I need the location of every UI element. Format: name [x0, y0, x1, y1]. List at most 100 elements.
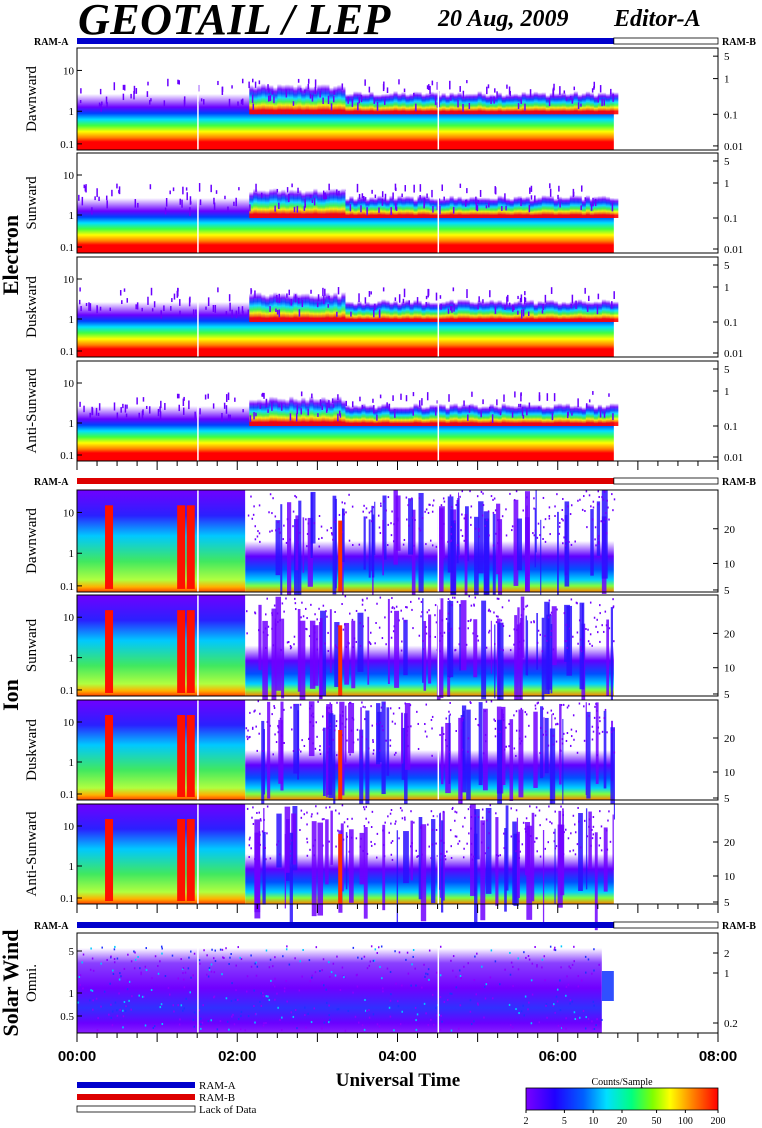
spectrogram-cell — [401, 188, 407, 218]
spectrogram-cell — [565, 623, 568, 626]
spectrogram-cell — [447, 612, 450, 615]
spectrogram-cell — [561, 1027, 563, 1030]
spectrogram-cell — [569, 186, 575, 218]
spectrogram-cell — [523, 1014, 525, 1017]
spectrogram-cell — [518, 729, 521, 732]
spectrogram-cell — [277, 731, 280, 734]
y2-tick-label: 0.1 — [724, 421, 738, 433]
spectrogram-cell — [566, 706, 569, 709]
spectrogram-cell — [549, 290, 555, 322]
spectrogram-cell — [365, 710, 370, 810]
spectrogram-cell — [593, 1004, 595, 1007]
spectrogram-cell — [469, 293, 475, 322]
spectrogram-cell — [231, 309, 233, 318]
spectrogram-cell — [400, 649, 403, 652]
spectrogram-cell — [593, 81, 596, 89]
spectrogram-cell — [577, 985, 580, 988]
spectrogram-cell — [333, 280, 338, 322]
spectrogram-cell — [591, 972, 593, 975]
spectrogram-cell — [385, 85, 390, 115]
spectrogram-cell — [230, 1000, 233, 1003]
spectrogram-cell — [334, 729, 336, 732]
spectrogram-cell — [304, 89, 306, 93]
spectrogram-cell — [249, 836, 251, 839]
spectrogram-cell — [292, 525, 294, 528]
spectrogram-cell — [300, 616, 302, 619]
spectrogram-cell — [439, 733, 441, 736]
spectrogram-cell — [465, 290, 471, 322]
spectrogram-cell — [389, 707, 392, 710]
spectrogram-cell — [593, 293, 599, 322]
spectrogram-cell — [309, 180, 314, 218]
spectrogram-cell — [317, 822, 324, 916]
spectrogram-cell — [597, 293, 603, 322]
spectrogram-cell — [345, 191, 350, 218]
spectrogram-cell — [585, 1016, 587, 1019]
spectrogram-cell — [462, 856, 465, 859]
spectrogram-cell — [554, 505, 556, 508]
spectrogram-cell — [541, 617, 545, 716]
spectrogram-cell — [467, 750, 469, 753]
spectrogram-cell — [577, 398, 583, 426]
spectrogram-cell — [322, 604, 325, 607]
spectrogram-cell — [256, 965, 259, 968]
spectrogram-cell — [601, 290, 607, 322]
spectrogram-cell — [305, 74, 310, 115]
spectrogram-cell — [330, 532, 333, 535]
spectrogram-cell — [545, 291, 551, 322]
spectrogram-cell — [594, 832, 598, 931]
spectrogram-cell — [295, 608, 297, 611]
spectrogram-cell — [465, 395, 471, 426]
y-tick-label: 0.1 — [60, 346, 74, 358]
spectrogram-cell — [421, 986, 423, 989]
spectrogram-cell — [359, 729, 364, 826]
spectrogram-cell — [364, 706, 366, 709]
spectrogram-cell — [293, 75, 298, 115]
spectrogram-cell — [261, 192, 263, 198]
spectrogram-cell — [81, 196, 84, 206]
x-tick-label: 04:00 — [378, 1048, 416, 1065]
spectrogram-cell — [136, 397, 138, 405]
spectrogram-cell — [377, 946, 380, 949]
spectrogram-cell — [562, 542, 564, 545]
spectrogram-cell — [286, 187, 289, 193]
spectrogram-cell — [275, 596, 282, 691]
spectrogram-cell — [462, 710, 465, 768]
spectrogram-cell — [259, 833, 261, 836]
spectrogram-cell — [137, 955, 139, 958]
spectrogram-cell — [451, 604, 453, 607]
spectrogram-cell — [321, 180, 326, 218]
spectrogram-cell — [111, 1024, 114, 1027]
spectrogram-cell — [509, 397, 515, 426]
spectrogram-cell — [568, 965, 570, 968]
spectrogram-cell — [598, 540, 600, 543]
spectrogram-cell — [228, 294, 231, 302]
spectrogram-cell — [157, 972, 160, 975]
spectrogram-cell — [366, 1009, 368, 1012]
spectrogram-cell — [342, 628, 345, 631]
spectrogram-cell — [382, 987, 384, 990]
spectrogram-cell — [573, 397, 579, 426]
spectrogram-cell — [543, 526, 545, 529]
spectrogram-cell — [385, 291, 390, 322]
spectrogram-cell — [241, 306, 244, 313]
spectrogram-cell — [559, 201, 561, 208]
spectrogram-cell — [411, 516, 414, 519]
spectrogram-cell — [328, 1004, 330, 1007]
spectrogram-cell — [309, 76, 314, 115]
spectrogram — [245, 490, 614, 592]
spectrogram-cell — [178, 1023, 181, 1026]
spectrogram-cell — [307, 522, 310, 525]
spectrogram-cell — [79, 983, 81, 986]
spectrogram-cell — [390, 207, 392, 215]
spectrogram-cell — [341, 280, 346, 322]
spectrogram-cell — [249, 282, 254, 322]
spectrogram-cell — [459, 183, 462, 188]
spectrogram-cell — [597, 631, 599, 634]
spectrogram-cell — [297, 389, 302, 426]
spectrogram-cell — [501, 515, 504, 518]
spectrogram-cell — [540, 519, 542, 611]
spectrogram-cell — [579, 846, 582, 849]
spectrogram-cell — [396, 830, 399, 928]
spectrogram-cell — [257, 530, 259, 533]
